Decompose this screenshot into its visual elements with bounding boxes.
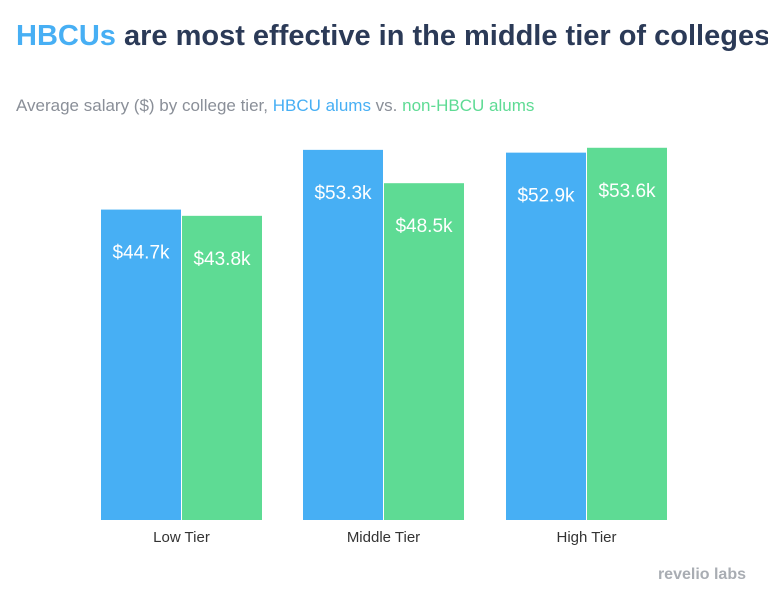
subtitle-prefix: Average salary ($) by college tier,: [16, 96, 273, 115]
bar-non-hbcu-middle-tier: [384, 183, 464, 520]
data-label: $53.3k: [314, 183, 372, 204]
legend-hbcu: HBCU alums: [272, 96, 371, 115]
data-label: $44.7k: [112, 243, 170, 264]
bar-non-hbcu-low-tier: [182, 215, 262, 521]
data-label: $48.5k: [395, 216, 453, 237]
x-tick-label: Low Tier: [153, 529, 210, 546]
x-tick-label: High Tier: [556, 529, 616, 546]
subtitle-middle: vs.: [370, 96, 403, 115]
bar-hbcu-low-tier: [101, 209, 181, 521]
bar-non-hbcu-high-tier: [587, 147, 667, 520]
data-label: $53.6k: [598, 181, 656, 202]
brand-logo: revelio labs: [657, 566, 746, 583]
bar-hbcu-middle-tier: [303, 149, 383, 520]
chart-subtitle: Average salary ($) by college tier, HBCU…: [16, 96, 534, 116]
data-label: $52.9k: [517, 186, 575, 207]
data-label: $43.8k: [193, 249, 251, 270]
title-highlight: HBCUs: [16, 20, 116, 52]
title-rest: are most effective in the middle tier of…: [115, 20, 768, 52]
x-tick-label: Middle Tier: [347, 529, 420, 546]
chart-title: HBCUs are most effective in the middle t…: [16, 20, 768, 53]
legend-non-hbcu: non-HBCU alums: [402, 96, 535, 115]
bar-hbcu-high-tier: [506, 152, 586, 520]
